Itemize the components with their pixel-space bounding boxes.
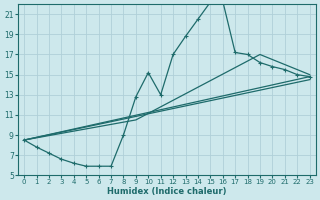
X-axis label: Humidex (Indice chaleur): Humidex (Indice chaleur) <box>107 187 227 196</box>
